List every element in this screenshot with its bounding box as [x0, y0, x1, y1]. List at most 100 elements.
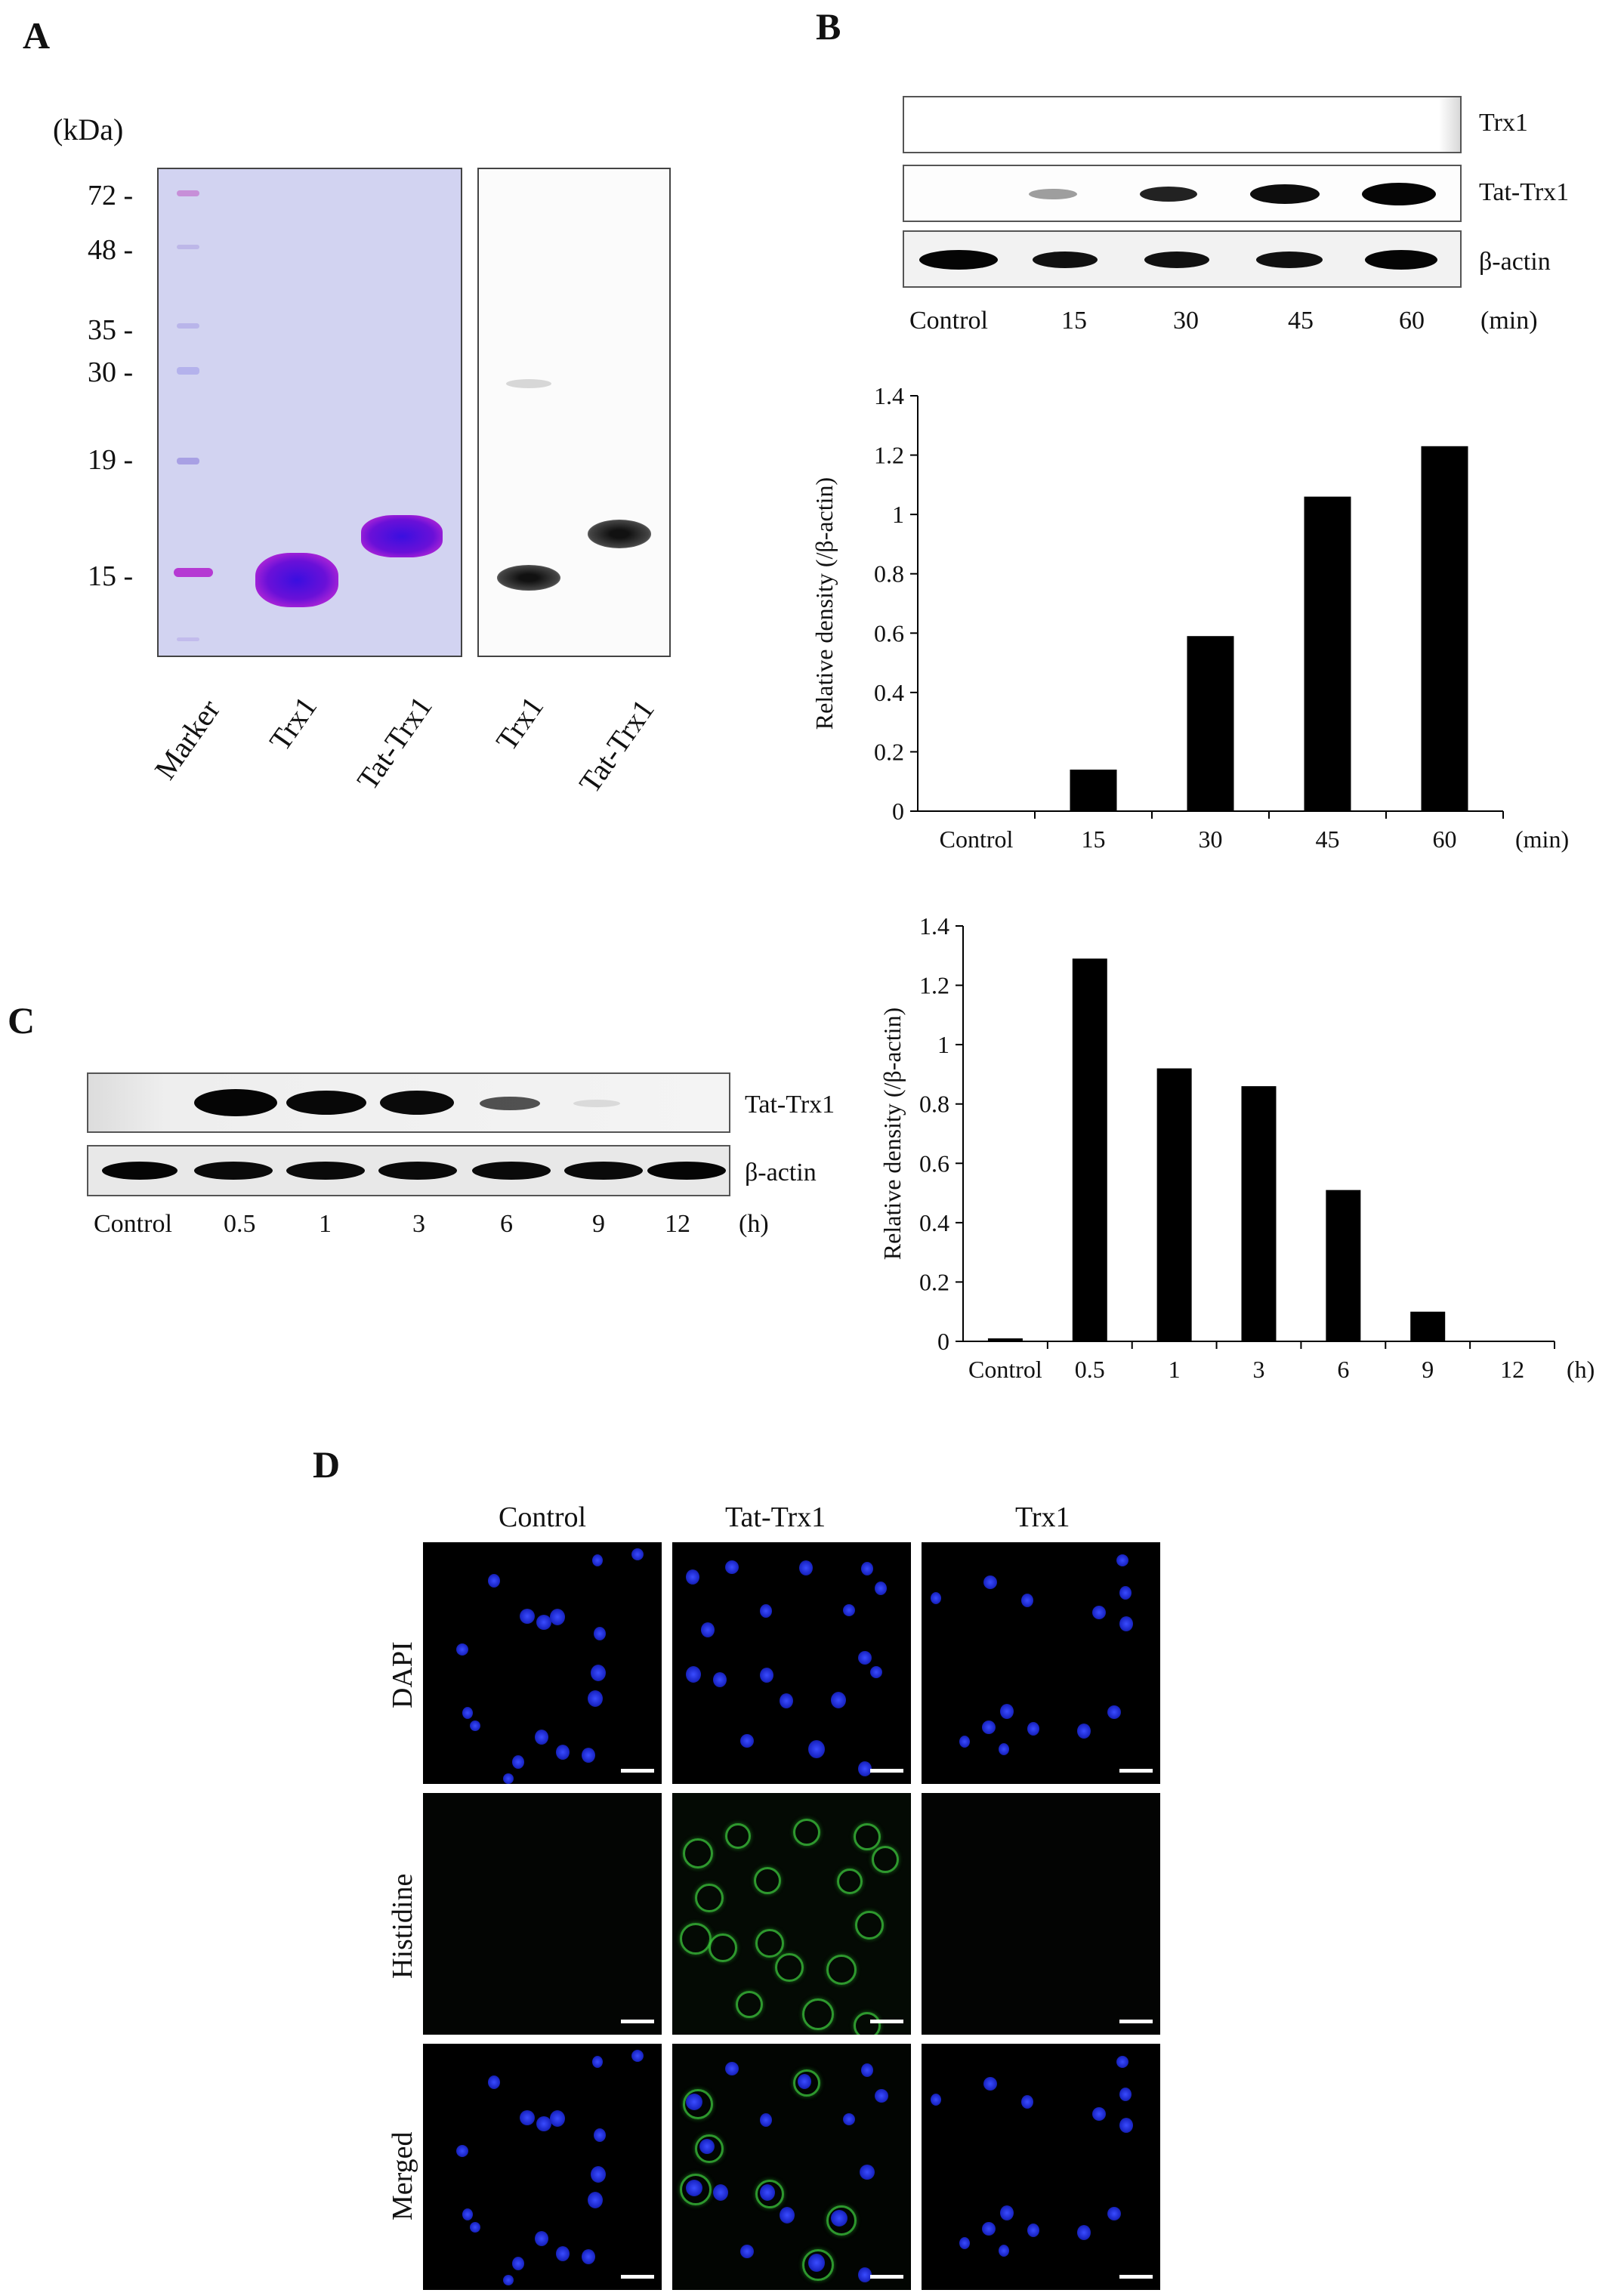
- blot-b-label-trx1: Trx1: [1479, 109, 1528, 137]
- row-label-merged: Merged: [387, 2131, 418, 2221]
- micrograph-merged-control: [421, 2042, 663, 2291]
- chart-b-bar-60: [1421, 446, 1468, 811]
- micrograph-histidine-control: [421, 1791, 663, 2036]
- chart-b-ytick-label: 1.4: [874, 382, 904, 409]
- chart-c-bar-1: [1156, 1068, 1192, 1341]
- chart-c-bar-6: [1326, 1190, 1361, 1341]
- chart-b-bar-15: [1070, 770, 1117, 811]
- blot-b-lane-45: 45: [1288, 307, 1314, 335]
- chart-b-xtick-label: 60: [1433, 826, 1457, 853]
- blot-b-unit: (min): [1480, 307, 1538, 335]
- chart-b-bar-30: [1187, 636, 1234, 811]
- marker-72: 72 -: [88, 180, 134, 211]
- panel-b-letter: B: [816, 5, 841, 48]
- blot-c-label-actin: β-actin: [745, 1159, 817, 1187]
- chart-b-ytick-label: 0.2: [874, 738, 904, 765]
- chart-c-xtick-label: 3: [1253, 1356, 1265, 1383]
- marker-19: 19 -: [88, 444, 134, 476]
- blot-c-lane-control: Control: [94, 1210, 172, 1238]
- chart-b-ytick-label: 0: [892, 798, 904, 825]
- micrograph-merged-tat-trx1: [671, 2042, 912, 2291]
- chart-c-xtick-label: 0.5: [1075, 1356, 1105, 1383]
- lane-label-marker: Marker: [147, 693, 227, 786]
- blot-c-tat-trx1: [87, 1072, 730, 1133]
- chart-b-bar-Control: [952, 811, 1000, 812]
- chart-c-ytick-label: 1.4: [919, 912, 949, 940]
- panel-d-letter: D: [313, 1443, 341, 1486]
- lane-label-tat-trx1: Tat-Trx1: [350, 690, 439, 797]
- chart-b-ytick-label: 0.4: [874, 679, 904, 706]
- chart-c-ytick-label: 1.2: [919, 972, 949, 999]
- chart-b-xtick-label: 15: [1082, 826, 1106, 853]
- panel-c-letter: C: [8, 999, 36, 1042]
- blot-c-lane-3: 3: [412, 1210, 425, 1238]
- chart-c-bar-Control: [987, 1338, 1023, 1341]
- chart-c-xtick-label: 9: [1422, 1356, 1434, 1383]
- blot-c-lane-6: 6: [500, 1210, 513, 1238]
- tat-trx1-band: [361, 515, 443, 557]
- blot-c-label-tat-trx1: Tat-Trx1: [745, 1091, 835, 1119]
- chart-c-bar-12: [1495, 1341, 1530, 1342]
- coomassie-gel: [157, 168, 462, 657]
- chart-c-ytick-label: 1: [937, 1031, 949, 1058]
- blot-b-trx1: [903, 96, 1462, 153]
- chart-b-ytick-label: 1: [892, 501, 904, 528]
- chart-b-ytick-label: 1.2: [874, 442, 904, 469]
- chart-b-ylabel: Relative density (/β-actin): [810, 477, 838, 730]
- chart-b: 0 0.2 0.4 0.6 0.8 1 1.2 1.4 Relative density (/β…: [810, 382, 1569, 853]
- lane-label-trx1: Trx1: [262, 690, 324, 758]
- panel-a-letter: A: [23, 14, 51, 57]
- marker-48: 48 -: [88, 234, 134, 266]
- chart-c-xtick-label: 1: [1169, 1356, 1181, 1383]
- micrograph-dapi-tat-trx1: [671, 1541, 912, 1785]
- blot-c-actin: [87, 1145, 730, 1196]
- chart-c: 0 0.2 0.4 0.6 0.8 1 1.2 1.4 Relative density (/β…: [878, 912, 1595, 1383]
- kda-label: (kDa): [53, 113, 124, 147]
- chart-b-xtick-label: 45: [1316, 826, 1340, 853]
- blot-b-actin: [903, 230, 1462, 288]
- micrograph-histidine-trx1: [920, 1791, 1162, 2036]
- chart-b-xlabel: (min): [1515, 826, 1569, 853]
- blot-c-lane-1: 1: [319, 1210, 332, 1238]
- chart-c-xtick-label: Control: [968, 1356, 1042, 1383]
- blot-b-lane-control: Control: [909, 307, 988, 335]
- chart-c-bar-9: [1410, 1311, 1446, 1341]
- marker-15: 15 -: [88, 560, 134, 592]
- trx1-band: [255, 553, 338, 607]
- blot-b-label-tat-trx1: Tat-Trx1: [1479, 178, 1570, 206]
- chart-c-ytick-label: 0.4: [919, 1209, 949, 1236]
- blot-b-lane-60: 60: [1399, 307, 1425, 335]
- micrograph-merged-trx1: [920, 2042, 1162, 2291]
- blot-c-lane-12: 12: [665, 1210, 690, 1238]
- micrograph-dapi-control: [421, 1541, 663, 1785]
- marker-35: 35 -: [88, 314, 134, 346]
- micrograph-dapi-trx1: [920, 1541, 1162, 1785]
- col-header-control: Control: [499, 1501, 587, 1533]
- chart-c-ytick-label: 0: [937, 1328, 949, 1355]
- chart-b-ytick-label: 0.8: [874, 560, 904, 588]
- lane-label-tat-trx1-wb: Tat-Trx1: [572, 693, 661, 800]
- chart-c-ytick-label: 0.6: [919, 1150, 949, 1177]
- chart-c-xlabel: (h): [1567, 1356, 1595, 1383]
- chart-c-ytick-label: 0.2: [919, 1268, 949, 1295]
- blot-b-label-actin: β-actin: [1479, 248, 1551, 276]
- chart-b-xtick-label: Control: [940, 826, 1014, 853]
- western-gel-a: [477, 168, 671, 657]
- chart-b-ytick-label: 0.6: [874, 619, 904, 647]
- chart-c-ytick-label: 0.8: [919, 1091, 949, 1118]
- blot-b-lane-15: 15: [1061, 307, 1087, 335]
- chart-b-xtick-label: 30: [1199, 826, 1223, 853]
- blot-c-lane-0.5: 0.5: [224, 1210, 256, 1238]
- chart-c-bar-0.5: [1072, 958, 1107, 1341]
- blot-b-lane-30: 30: [1173, 307, 1199, 335]
- blot-c-unit: (h): [739, 1210, 769, 1238]
- row-label-dapi: DAPI: [387, 1641, 418, 1708]
- chart-b-bar-45: [1304, 496, 1351, 811]
- chart-c-xtick-label: 12: [1500, 1356, 1524, 1383]
- chart-c-xtick-label: 6: [1337, 1356, 1349, 1383]
- row-label-histidine: Histidine: [387, 1873, 418, 1979]
- marker-30: 30 -: [88, 356, 134, 388]
- chart-c-ylabel: Relative density (/β-actin): [878, 1008, 906, 1260]
- micrograph-histidine-tat-trx1: [671, 1791, 912, 2036]
